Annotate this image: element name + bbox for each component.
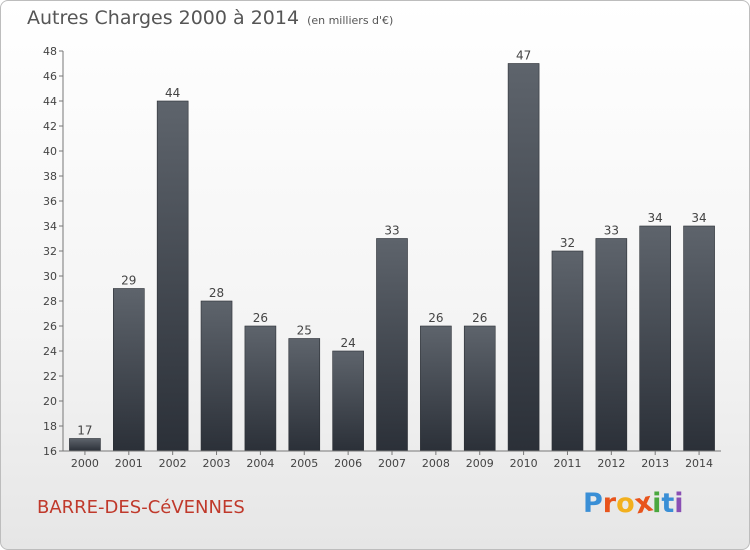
- value-label-2011: 32: [560, 236, 575, 250]
- x-tick-label-2009: 2009: [466, 457, 494, 470]
- bar-2011: [551, 250, 584, 452]
- value-label-2000: 17: [77, 424, 92, 438]
- bar-2000: [69, 438, 101, 452]
- bar-2002: [156, 100, 189, 452]
- y-tick-label: 36: [43, 195, 57, 208]
- y-tick-label: 24: [43, 345, 57, 358]
- value-label-2006: 24: [340, 336, 355, 350]
- x-tick-label-2003: 2003: [203, 457, 231, 470]
- y-tick-label: 26: [43, 320, 57, 333]
- x-tick-label-2010: 2010: [510, 457, 538, 470]
- x-tick-label-2002: 2002: [159, 457, 187, 470]
- bar-2001: [113, 288, 145, 452]
- x-tick-label-2004: 2004: [246, 457, 274, 470]
- y-tick-label: 30: [43, 270, 57, 283]
- bar-2009: [463, 325, 496, 452]
- value-label-2007: 33: [384, 224, 399, 238]
- y-tick-label: 32: [43, 245, 57, 258]
- y-tick-label: 16: [43, 445, 57, 458]
- value-label-2002: 44: [165, 86, 180, 100]
- logo-letter: t: [661, 488, 675, 519]
- logo-letter: P: [583, 488, 603, 519]
- y-tick-label: 38: [43, 170, 57, 183]
- value-label-2003: 28: [209, 286, 224, 300]
- x-tick-label-2008: 2008: [422, 457, 450, 470]
- logo-letter: i: [652, 488, 662, 519]
- bar-2008: [420, 325, 452, 452]
- x-tick-label-2011: 2011: [553, 457, 581, 470]
- y-tick-label: 44: [43, 95, 57, 108]
- chart-title: Autres Charges 2000 à 2014 (en milliers d…: [27, 7, 393, 29]
- value-label-2014: 34: [691, 211, 706, 225]
- x-tick-label-2005: 2005: [290, 457, 318, 470]
- commune-name: BARRE-DES-CéVENNES: [37, 497, 245, 518]
- chart-title-main: Autres Charges 2000 à 2014: [27, 7, 300, 29]
- bar-2010: [507, 63, 540, 452]
- bar-2014: [683, 225, 715, 452]
- bar-2012: [595, 238, 628, 452]
- value-label-2012: 33: [604, 224, 619, 238]
- bar-2004: [244, 325, 277, 452]
- x-tick-label-2000: 2000: [71, 457, 99, 470]
- y-tick-label: 20: [43, 395, 57, 408]
- y-tick-label: 42: [43, 120, 57, 133]
- x-tick-label-2006: 2006: [334, 457, 362, 470]
- proxiti-logo: Proxiti: [583, 487, 684, 521]
- y-tick-label: 22: [43, 370, 57, 383]
- y-tick-label: 46: [43, 70, 57, 83]
- logo-letter: r: [602, 488, 617, 519]
- x-tick-label-2013: 2013: [641, 457, 669, 470]
- value-label-2001: 29: [121, 274, 136, 288]
- value-label-2008: 26: [428, 311, 443, 325]
- y-tick-label: 18: [43, 420, 57, 433]
- value-label-2004: 26: [253, 311, 268, 325]
- x-tick-label-2014: 2014: [685, 457, 713, 470]
- value-label-2005: 25: [297, 324, 312, 338]
- logo-letter: i: [674, 488, 684, 519]
- bar-2006: [332, 350, 364, 452]
- y-tick-label: 28: [43, 295, 57, 308]
- value-label-2010: 47: [516, 49, 531, 63]
- y-tick-label: 48: [43, 45, 57, 58]
- x-tick-label-2007: 2007: [378, 457, 406, 470]
- bar-2013: [639, 225, 672, 452]
- y-tick-label: 34: [43, 220, 57, 233]
- bar-2005: [288, 338, 321, 452]
- x-tick-label-2001: 2001: [115, 457, 143, 470]
- bar-2007: [376, 238, 408, 452]
- y-tick-label: 40: [43, 145, 57, 158]
- bar-2003: [200, 300, 233, 452]
- value-label-2013: 34: [648, 211, 663, 225]
- logo-letter: o: [616, 488, 635, 519]
- chart-title-unit: (en milliers d'€): [307, 14, 394, 27]
- x-tick-label-2012: 2012: [597, 457, 625, 470]
- value-label-2009: 26: [472, 311, 487, 325]
